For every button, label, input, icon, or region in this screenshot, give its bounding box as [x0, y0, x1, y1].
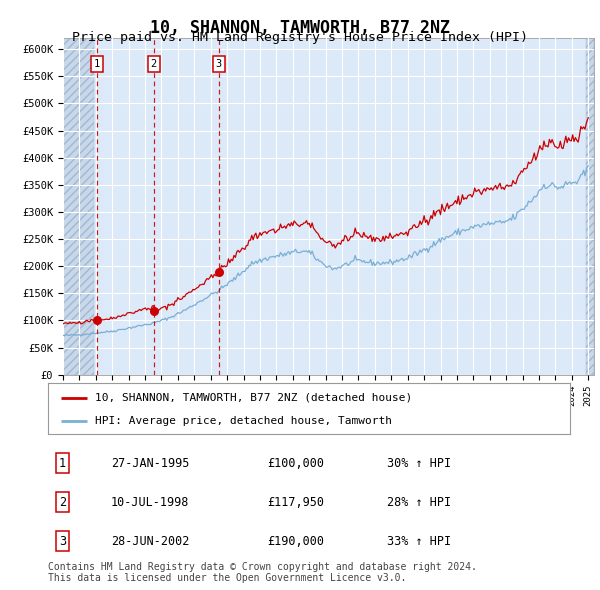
- Text: 30% ↑ HPI: 30% ↑ HPI: [388, 457, 451, 470]
- Text: 1: 1: [59, 457, 66, 470]
- Text: 10-JUL-1998: 10-JUL-1998: [110, 496, 189, 509]
- Text: £100,000: £100,000: [267, 457, 324, 470]
- Text: 3: 3: [215, 60, 222, 70]
- Text: HPI: Average price, detached house, Tamworth: HPI: Average price, detached house, Tamw…: [95, 416, 392, 426]
- Text: 28-JUN-2002: 28-JUN-2002: [110, 535, 189, 548]
- Text: 10, SHANNON, TAMWORTH, B77 2NZ (detached house): 10, SHANNON, TAMWORTH, B77 2NZ (detached…: [95, 392, 412, 402]
- Text: 2: 2: [59, 496, 66, 509]
- Bar: [63, 38, 94, 375]
- Text: 10, SHANNON, TAMWORTH, B77 2NZ: 10, SHANNON, TAMWORTH, B77 2NZ: [150, 19, 450, 37]
- Text: 27-JAN-1995: 27-JAN-1995: [110, 457, 189, 470]
- Text: £190,000: £190,000: [267, 535, 324, 548]
- Text: Contains HM Land Registry data © Crown copyright and database right 2024.
This d: Contains HM Land Registry data © Crown c…: [48, 562, 477, 584]
- Text: Price paid vs. HM Land Registry's House Price Index (HPI): Price paid vs. HM Land Registry's House …: [72, 31, 528, 44]
- Bar: [586, 38, 594, 375]
- Text: 28% ↑ HPI: 28% ↑ HPI: [388, 496, 451, 509]
- Bar: [63, 38, 94, 375]
- Text: 3: 3: [59, 535, 66, 548]
- Text: 33% ↑ HPI: 33% ↑ HPI: [388, 535, 451, 548]
- Bar: [586, 38, 594, 375]
- Text: £117,950: £117,950: [267, 496, 324, 509]
- Text: 1: 1: [94, 60, 100, 70]
- Text: 2: 2: [151, 60, 157, 70]
